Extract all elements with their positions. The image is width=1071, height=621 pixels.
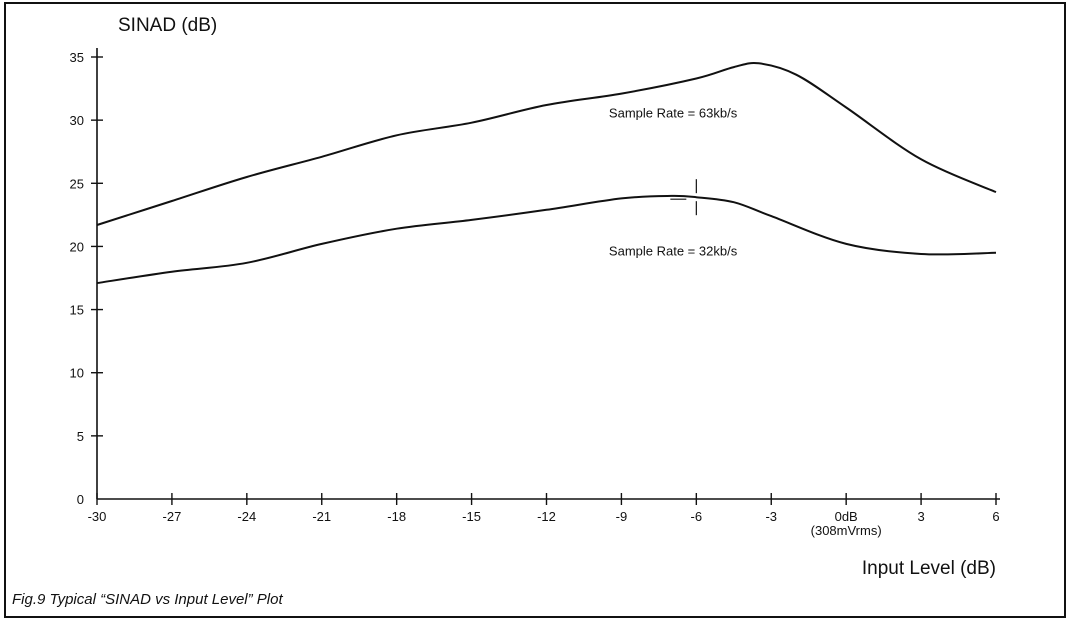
y-tick-label: 30 xyxy=(70,113,84,128)
x-tick-label: -6 xyxy=(691,509,703,524)
x-tick-label: -12 xyxy=(537,509,556,524)
x-tick-label: 0dB xyxy=(835,509,858,524)
x-tick-label: -9 xyxy=(616,509,628,524)
series-label-1: Sample Rate = 32kb/s xyxy=(609,243,738,258)
y-tick-label: 35 xyxy=(70,50,84,65)
y-tick-label: 10 xyxy=(70,366,84,381)
y-axis-title: SINAD (dB) xyxy=(118,15,217,36)
x-axis-title: Input Level (dB) xyxy=(862,558,996,579)
x-tick-label: -3 xyxy=(765,509,777,524)
series-label-0: Sample Rate = 63kb/s xyxy=(609,106,738,121)
x-tick-label: -15 xyxy=(462,509,481,524)
x-tick-label: -18 xyxy=(387,509,406,524)
cursor-marker xyxy=(670,179,697,216)
series-line-1 xyxy=(96,194,997,285)
x-tick-label: -24 xyxy=(237,509,256,524)
y-tick-label: 5 xyxy=(77,429,84,444)
figure-caption: Fig.9 Typical “SINAD vs Input Level” Plo… xyxy=(12,591,283,608)
figure-frame xyxy=(4,2,1066,618)
x-tick-label: 6 xyxy=(992,509,999,524)
y-tick-label: 15 xyxy=(70,303,84,318)
x-axis-ticks: -30 -27 -24 -21 -18 -15 -12 -9 -6 -3 0dB(308mVrms)… xyxy=(88,493,1000,538)
y-tick-label: 0 xyxy=(77,492,84,507)
x-tick-label: -21 xyxy=(312,509,331,524)
x-tick-label: -27 xyxy=(163,509,182,524)
y-tick-label: 20 xyxy=(70,239,84,254)
y-tick-label: 25 xyxy=(70,176,84,191)
x-tick-label: -30 xyxy=(88,509,107,524)
series-lines xyxy=(96,62,997,285)
series-annotations: Sample Rate = 63kb/s Sample Rate = 32kb/s xyxy=(609,106,738,259)
y-axis-ticks: 0 5 10 15 20 25 30 35 xyxy=(70,50,103,507)
axes xyxy=(96,48,1000,500)
x-tick-sublabel: (308mVrms) xyxy=(811,523,882,538)
series-line-0 xyxy=(96,62,997,226)
x-tick-label: 3 xyxy=(917,509,924,524)
